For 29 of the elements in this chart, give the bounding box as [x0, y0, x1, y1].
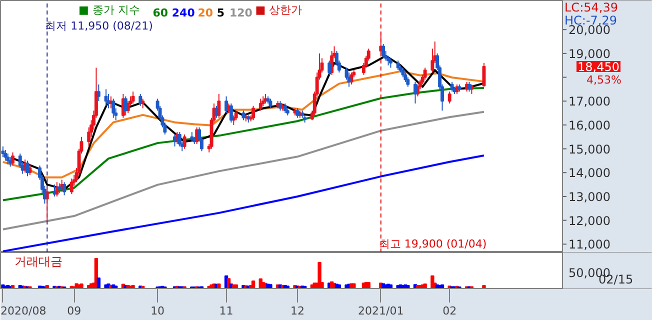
text: 20 [198, 6, 214, 20]
annotation: ■ 상한가 [255, 4, 302, 16]
y-tick-label: 11,000 [568, 238, 610, 252]
x-tick-label: 2021/01 [358, 304, 404, 318]
y-tick-label: 19,000 [568, 46, 610, 61]
text: HC:-7,29 [564, 14, 617, 28]
y-tick-label: 16,000 [568, 118, 610, 132]
legend-title: ■ 종가 지수 [78, 4, 140, 16]
text: 5 [216, 6, 225, 20]
y-tick-label: 15,000 [568, 142, 610, 156]
text: 120 [230, 6, 253, 20]
text: 240 [172, 6, 196, 20]
y-tick-label: 13,000 [568, 190, 610, 204]
text: LC:54,39 [564, 0, 618, 14]
y-tick-label: 12,000 [568, 214, 610, 228]
ref-line-label: 최고 19,900 (01/04) [378, 238, 487, 250]
x-tick-label: 09 [67, 304, 82, 318]
x-tick-label: 02 [442, 304, 457, 318]
ref-line-label: 최저 11,950 (08/21) [45, 20, 153, 32]
text: 4,53% [586, 74, 622, 87]
text: 18,450 [578, 60, 620, 74]
x-tick-label: 10 [150, 304, 165, 318]
text: 60 [152, 6, 168, 20]
x-tick-label: 2020/08 [0, 304, 46, 318]
y-tick-label: 17,000 [568, 94, 610, 109]
y-tick-label: 14,000 [568, 166, 610, 180]
x-tick-label: 12 [290, 304, 304, 318]
chart-title: 거래대금 [14, 254, 62, 268]
x-tick-label: 11 [219, 304, 234, 318]
